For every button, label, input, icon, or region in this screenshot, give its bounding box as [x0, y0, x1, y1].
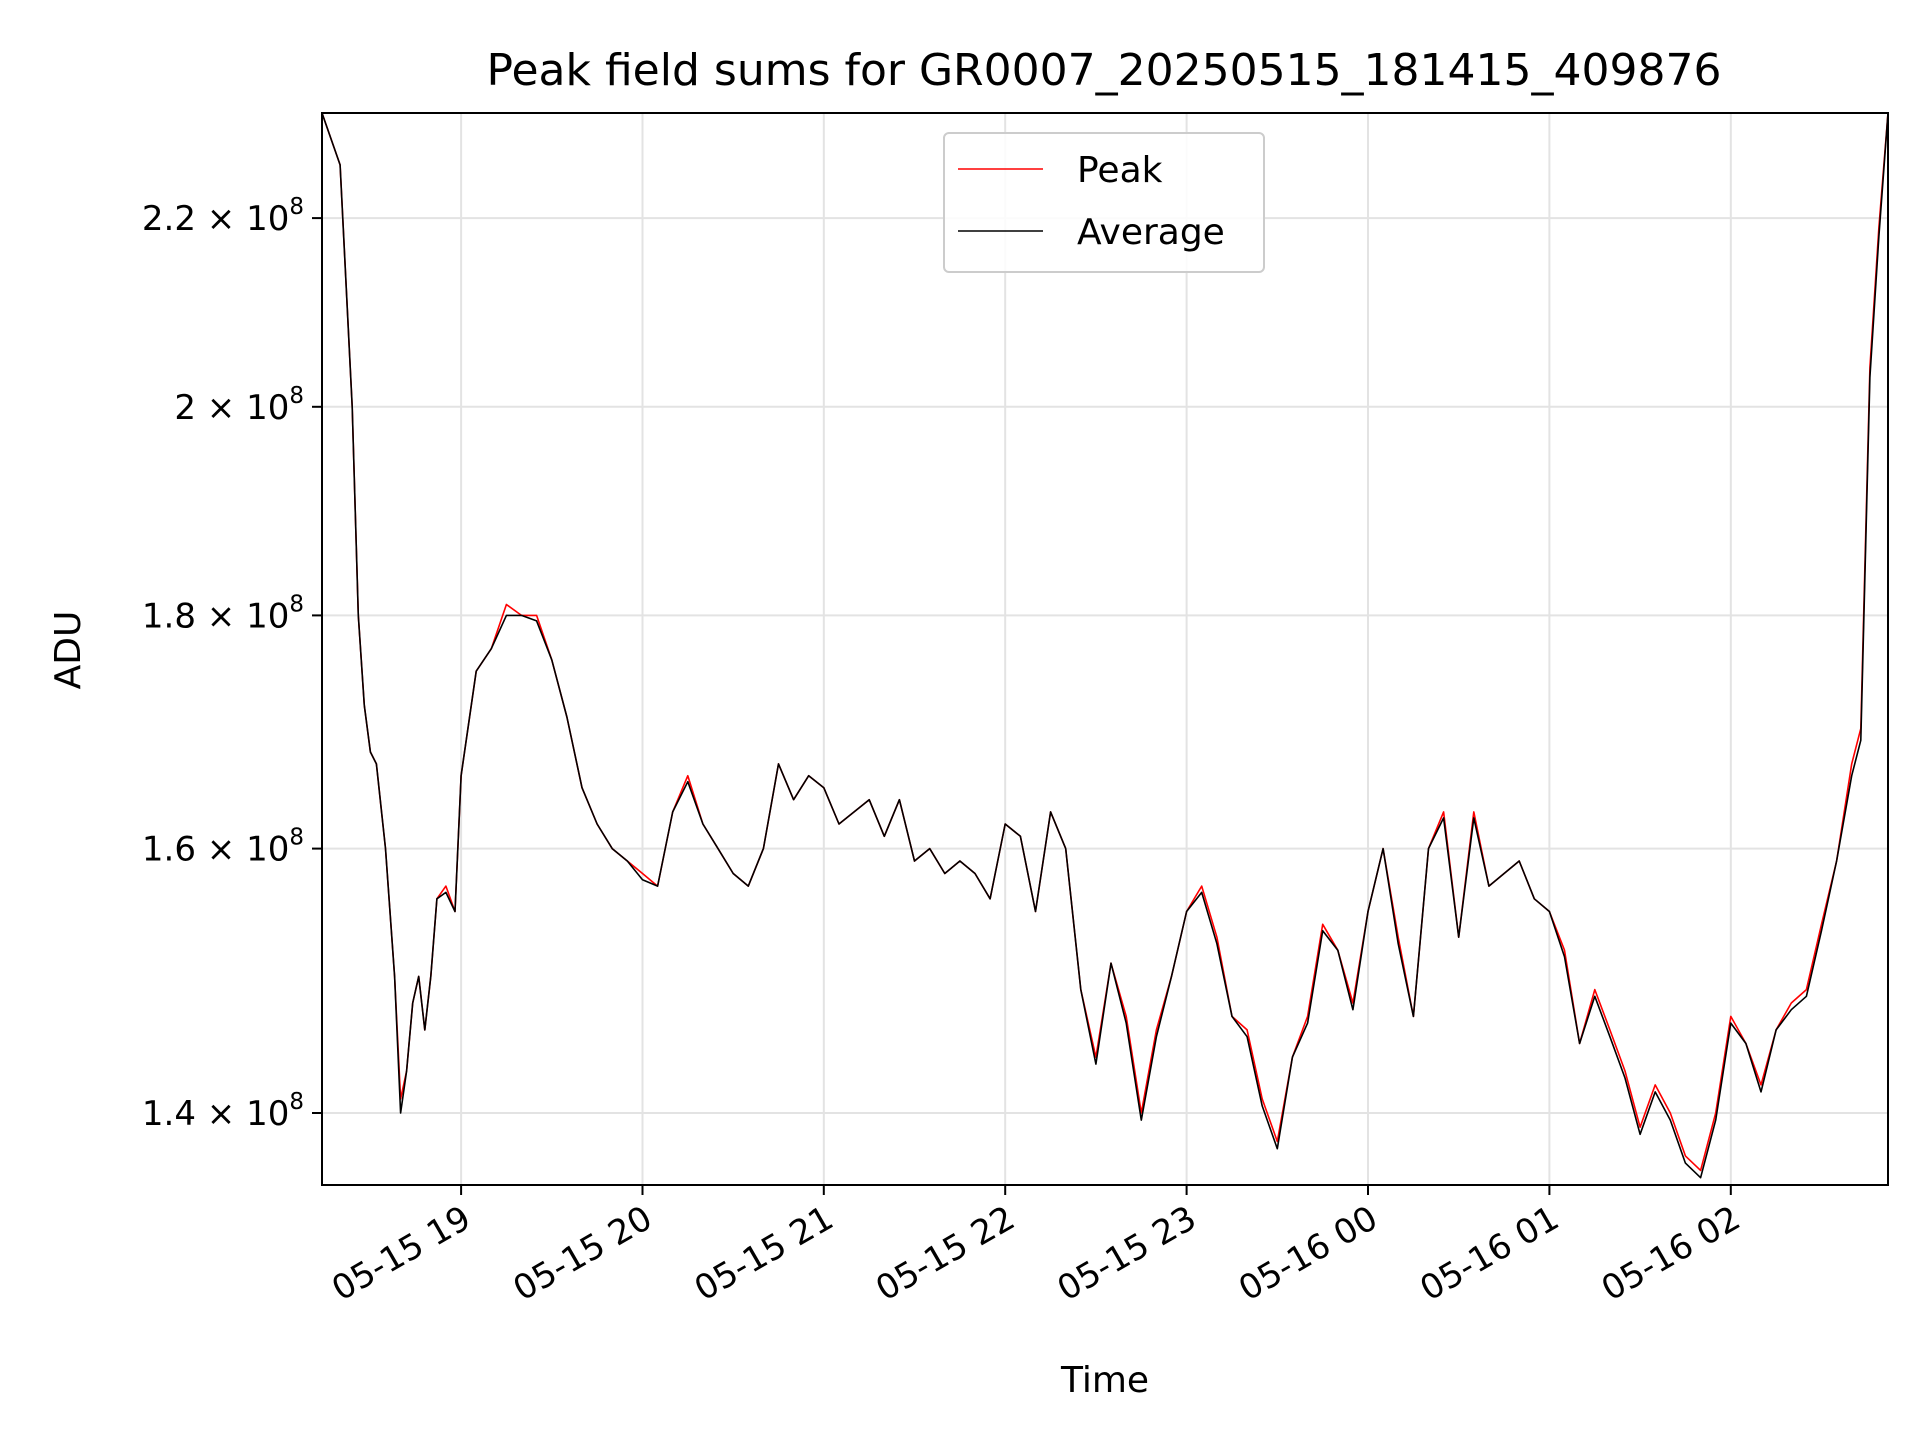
legend: Peak Average: [943, 132, 1265, 273]
grid: [322, 113, 1888, 1185]
chart-title: Peak field sums for GR0007_20250515_1814…: [487, 45, 1722, 96]
plot-lines: [321, 112, 1889, 1179]
y-axis-label: ADU: [48, 611, 89, 690]
legend-box: [943, 132, 1265, 273]
y-axis-ticks: 1.4 × 108 1.6 × 108 1.8 × 108 2 × 108 2.2 × …: [142, 194, 322, 1134]
y-tick-label: 2.2 × 108: [142, 194, 304, 239]
y-tick-label: 1.6 × 108: [142, 825, 304, 870]
y-tick-label: 2 × 108: [174, 383, 304, 428]
legend-label-peak: Peak: [1077, 150, 1163, 191]
plot-frame: [321, 112, 1889, 1186]
y-tick-label: 1.8 × 108: [142, 591, 304, 636]
series-line-average: [321, 112, 1889, 1179]
y-tick-label: 1.4 × 108: [142, 1089, 304, 1134]
legend-label-average: Average: [1077, 212, 1225, 253]
x-axis-label: Time: [1060, 1360, 1149, 1401]
